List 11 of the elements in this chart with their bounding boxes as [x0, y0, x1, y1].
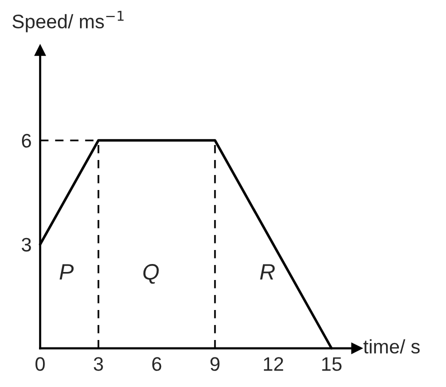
- x-tick-label: 6: [152, 357, 162, 371]
- x-axis-title: time/ s: [363, 339, 420, 354]
- x-tick-label: 15: [322, 357, 342, 371]
- x-tick-label: 0: [35, 357, 45, 371]
- x-tick-label: 12: [264, 357, 284, 371]
- x-tick-label: 3: [94, 357, 103, 371]
- y-axis-title: Speed/ ms$^{−1}$: [12, 10, 124, 32]
- annotation: R: [260, 264, 275, 280]
- x-tick-label: 9: [210, 357, 220, 371]
- annotation: Q: [143, 264, 159, 284]
- annotation: P: [60, 264, 74, 280]
